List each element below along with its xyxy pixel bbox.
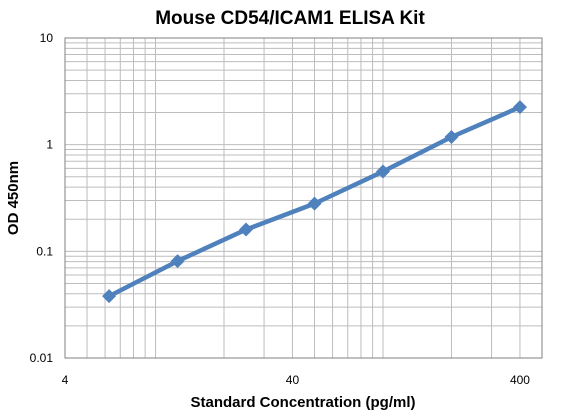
y-tick-label: 10 xyxy=(40,31,54,45)
x-tick-label: 400 xyxy=(510,373,530,387)
data-point-marker xyxy=(376,164,390,179)
chart-title: Mouse CD54/ICAM1 ELISA Kit xyxy=(155,8,425,29)
grid xyxy=(64,37,543,359)
data-point-marker xyxy=(102,289,117,304)
data-point-marker xyxy=(239,222,254,237)
data-point-marker xyxy=(512,100,527,115)
x-tick-label: 40 xyxy=(286,373,300,387)
x-tick-label: 4 xyxy=(62,373,69,387)
y-tick-label: 0.1 xyxy=(36,244,53,258)
tick-labels: 4 40 400 0.01 0.1 1 10 xyxy=(30,31,531,387)
data-point-marker xyxy=(444,129,459,144)
y-tick-label: 1 xyxy=(46,138,53,152)
y-axis-title: OD 450nm xyxy=(5,161,22,235)
data-point-marker xyxy=(170,254,185,269)
data-point-marker xyxy=(307,196,322,211)
y-tick-label: 0.01 xyxy=(30,351,54,365)
plot-area-frame xyxy=(64,37,543,359)
series xyxy=(102,100,527,304)
x-axis-title: Standard Concentration (pg/ml) xyxy=(191,394,416,411)
